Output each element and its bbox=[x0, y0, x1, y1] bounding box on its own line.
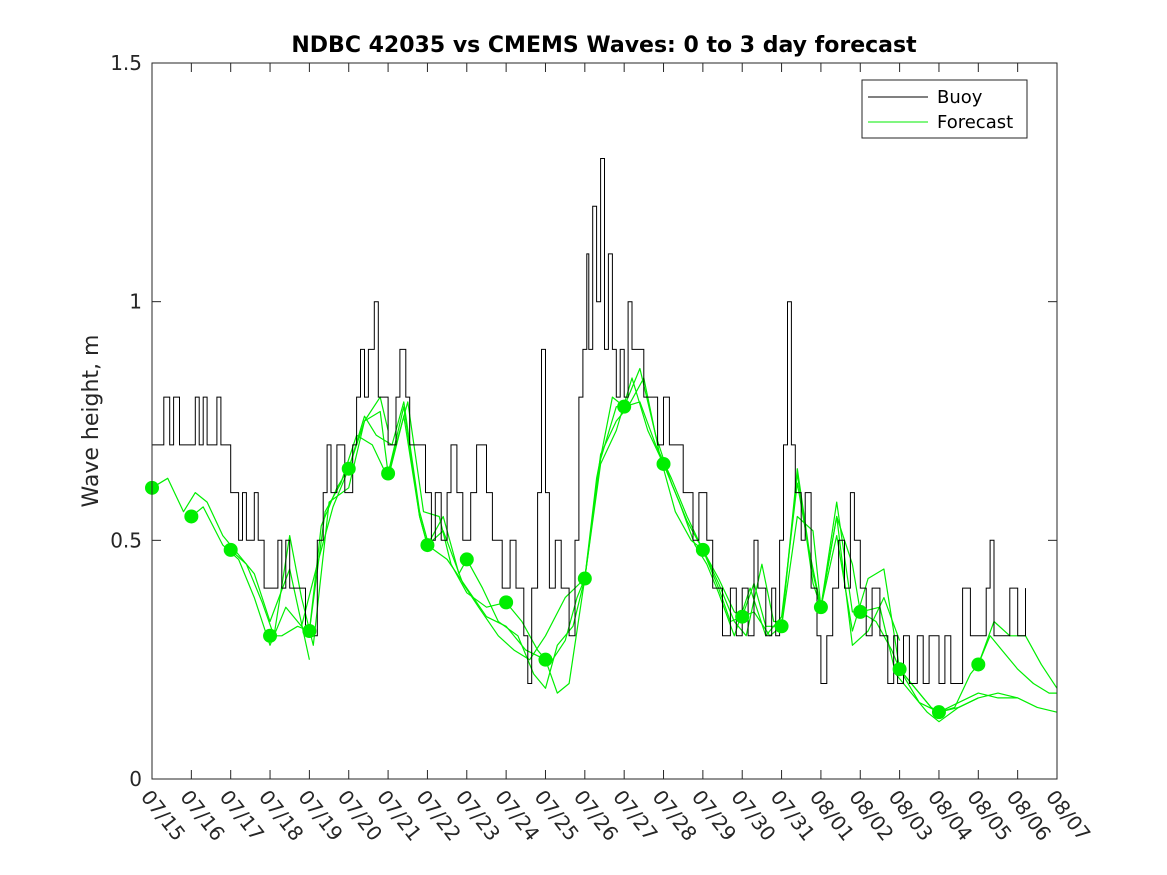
forecast-start-marker bbox=[617, 399, 632, 414]
y-tick-label: 0 bbox=[129, 767, 142, 791]
forecast-start-marker bbox=[420, 538, 435, 553]
forecast-start-marker bbox=[853, 604, 868, 619]
forecast-start-marker bbox=[931, 705, 946, 720]
plot-frame bbox=[151, 62, 1058, 780]
forecast-line bbox=[230, 396, 389, 646]
forecast-start-marker bbox=[381, 466, 396, 481]
legend-box bbox=[861, 79, 1028, 139]
forecast-line bbox=[151, 477, 310, 660]
forecast-start-marker bbox=[538, 652, 553, 667]
plot-area bbox=[145, 62, 1058, 780]
forecast-start-marker bbox=[774, 619, 789, 634]
forecast-start-marker bbox=[302, 624, 317, 639]
forecast-start-marker bbox=[892, 662, 907, 677]
legend-label-buoy: Buoy bbox=[937, 87, 983, 108]
forecast-line bbox=[505, 377, 665, 665]
forecast-start-marker bbox=[971, 657, 986, 672]
forecast-start-marker bbox=[695, 542, 710, 557]
chart-title: NDBC 42035 vs CMEMS Waves: 0 to 3 day fo… bbox=[291, 33, 917, 58]
legend-label-forecast: Forecast bbox=[937, 112, 1013, 133]
forecast-line bbox=[426, 530, 586, 661]
forecast-start-marker bbox=[499, 595, 514, 610]
forecast-line bbox=[977, 635, 1057, 694]
y-tick-label: 1.5 bbox=[110, 51, 142, 75]
forecast-start-marker bbox=[223, 542, 238, 557]
legend: Buoy Forecast bbox=[861, 79, 1028, 139]
forecast-line bbox=[387, 406, 546, 661]
forecast-start-marker bbox=[341, 461, 356, 476]
forecast-line bbox=[308, 415, 468, 632]
forecast-line bbox=[190, 468, 350, 646]
marker-layer bbox=[145, 399, 986, 720]
forecast-start-marker bbox=[577, 571, 592, 586]
forecast-start-marker bbox=[263, 628, 278, 643]
forecast-line bbox=[466, 406, 625, 689]
y-tick-label: 1 bbox=[129, 290, 142, 314]
y-tick-label: 0.5 bbox=[110, 528, 142, 552]
forecast-line bbox=[741, 515, 901, 646]
y-axis-label: Wave height, m bbox=[79, 335, 104, 508]
forecast-start-marker bbox=[813, 600, 828, 615]
forecast-line bbox=[584, 377, 743, 618]
forecast-line bbox=[899, 668, 1058, 713]
y-axis: 0 0.5 1 1.5 bbox=[110, 51, 1057, 791]
forecast-layer bbox=[151, 367, 1058, 723]
forecast-start-marker bbox=[735, 609, 750, 624]
forecast-start-marker bbox=[184, 509, 199, 524]
forecast-start-marker bbox=[656, 456, 671, 471]
forecast-line bbox=[624, 401, 782, 637]
forecast-start-marker bbox=[459, 552, 474, 567]
